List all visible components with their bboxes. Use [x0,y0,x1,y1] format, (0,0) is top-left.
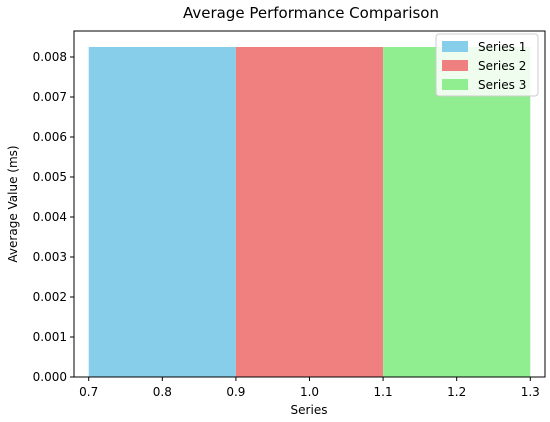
x-tick-label: 1.0 [300,385,319,399]
legend-swatch [442,79,468,90]
bar-3 [383,47,531,377]
x-axis-ticks: 0.7 0.8 0.9 1.0 1.1 1.2 1.3 [79,377,540,399]
y-tick-label: 0.007 [33,90,67,104]
y-tick-label: 0.006 [33,130,67,144]
legend-label: Series 1 [478,40,526,54]
x-tick-label: 0.8 [153,385,172,399]
legend-label: Series 3 [478,78,526,92]
x-axis-label: Series [291,403,328,417]
x-tick-label: 0.9 [226,385,245,399]
bar-2 [235,47,384,377]
legend-swatch [442,60,468,71]
y-tick-label: 0.004 [33,210,67,224]
y-tick-label: 0.003 [33,250,67,264]
y-axis-label: Average Value (ms) [6,145,20,262]
y-tick-label: 0.000 [33,370,67,384]
x-tick-label: 1.3 [521,385,540,399]
legend-label: Series 2 [478,59,526,73]
x-tick-label: 1.2 [447,385,466,399]
y-tick-label: 0.002 [33,290,67,304]
bars-group [88,47,531,377]
y-tick-label: 0.005 [33,170,67,184]
x-tick-label: 1.1 [374,385,393,399]
legend-swatch [442,41,468,52]
y-tick-label: 0.008 [33,50,67,64]
chart-title: Average Performance Comparison [183,4,439,22]
x-tick-label: 0.7 [79,385,98,399]
legend: Series 1 Series 2 Series 3 [435,33,539,97]
y-axis-ticks: 0.000 0.001 0.002 0.003 0.004 0.005 0.006 0.007… [33,50,74,384]
y-tick-label: 0.001 [33,330,67,344]
bar-1 [88,47,236,377]
